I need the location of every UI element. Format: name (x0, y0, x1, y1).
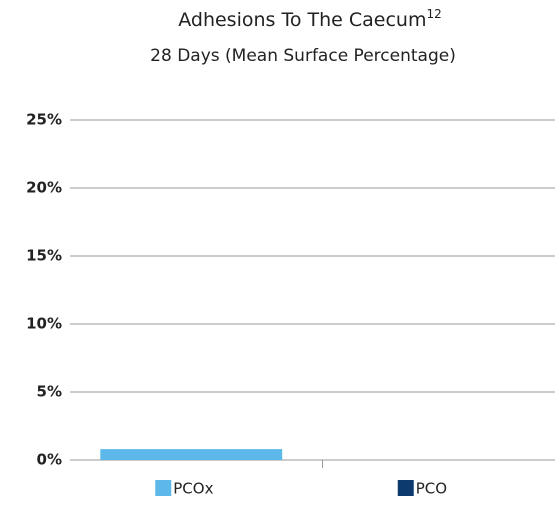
title-superscript: 12 (426, 7, 441, 21)
x-tick-label: PCO (416, 480, 447, 498)
y-tick-label: 10% (26, 315, 62, 333)
title-text: Adhesions To The Caecum (178, 9, 426, 31)
bar (100, 449, 283, 460)
chart-subtitle: 28 Days (Mean Surface Percentage) (150, 46, 456, 66)
y-tick-label: 25% (26, 111, 62, 129)
y-tick-label: 20% (26, 179, 62, 197)
x-tick-label: PCOx (173, 480, 213, 498)
chart-title: Adhesions To The Caecum12 (178, 7, 442, 31)
y-tick-label: 15% (26, 247, 62, 265)
legend-swatch (155, 480, 172, 496)
y-tick-label: 5% (37, 383, 62, 401)
y-tick-label: 0% (37, 451, 62, 469)
legend-swatch (397, 480, 414, 496)
